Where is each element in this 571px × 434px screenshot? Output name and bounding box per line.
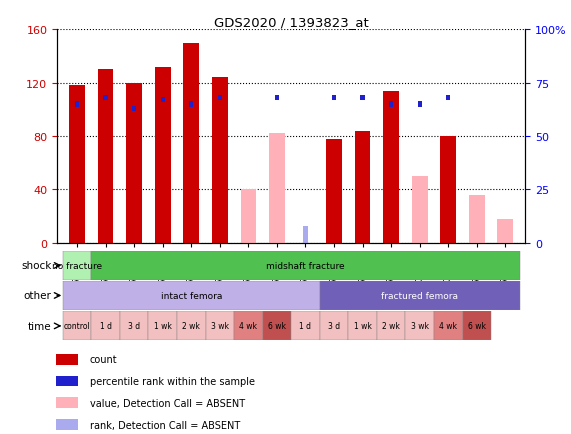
Bar xyxy=(275,96,279,101)
Bar xyxy=(303,226,308,243)
Text: no fracture: no fracture xyxy=(52,261,102,270)
Text: 1 d: 1 d xyxy=(99,322,112,331)
Bar xyxy=(98,70,114,243)
Bar xyxy=(463,312,491,341)
Text: 1 wk: 1 wk xyxy=(353,322,372,331)
Text: 2 wk: 2 wk xyxy=(382,322,400,331)
Bar xyxy=(377,312,405,341)
Bar xyxy=(389,102,393,108)
Text: 3 wk: 3 wk xyxy=(411,322,429,331)
Bar xyxy=(269,134,285,243)
Text: 4 wk: 4 wk xyxy=(239,322,258,331)
Bar xyxy=(234,312,263,341)
Text: 3 d: 3 d xyxy=(128,322,140,331)
Bar xyxy=(183,44,199,243)
Bar xyxy=(434,312,463,341)
Bar xyxy=(275,96,279,101)
Bar xyxy=(91,312,120,341)
Bar xyxy=(412,177,428,243)
Bar xyxy=(263,312,291,341)
Text: other: other xyxy=(23,291,51,301)
Bar xyxy=(206,312,234,341)
Text: percentile rank within the sample: percentile rank within the sample xyxy=(90,376,255,386)
Text: shock: shock xyxy=(21,261,51,271)
Bar xyxy=(69,86,85,243)
Text: time: time xyxy=(28,321,51,331)
Text: 3 wk: 3 wk xyxy=(211,322,229,331)
Bar xyxy=(160,98,165,103)
Bar xyxy=(360,96,365,101)
Bar xyxy=(497,219,513,243)
Bar xyxy=(55,354,78,365)
Bar xyxy=(332,96,336,101)
Bar xyxy=(446,96,451,101)
Bar xyxy=(63,281,320,310)
Text: 1 d: 1 d xyxy=(299,322,312,331)
Text: intact femora: intact femora xyxy=(160,291,222,300)
Bar xyxy=(55,376,78,387)
Text: 4 wk: 4 wk xyxy=(439,322,457,331)
Bar xyxy=(132,106,136,112)
Text: fractured femora: fractured femora xyxy=(381,291,458,300)
Bar xyxy=(63,252,91,280)
Bar xyxy=(126,83,142,243)
Bar xyxy=(75,102,79,108)
Bar xyxy=(417,102,422,108)
Bar xyxy=(326,139,342,243)
Text: control: control xyxy=(64,322,90,331)
Bar xyxy=(320,281,520,310)
Bar xyxy=(120,312,148,341)
Text: 6 wk: 6 wk xyxy=(268,322,286,331)
Bar xyxy=(320,312,348,341)
Bar xyxy=(417,102,422,108)
Bar xyxy=(55,398,78,408)
Title: GDS2020 / 1393823_at: GDS2020 / 1393823_at xyxy=(214,16,369,29)
Text: count: count xyxy=(90,354,118,364)
Bar xyxy=(218,96,222,101)
Text: 1 wk: 1 wk xyxy=(154,322,172,331)
Bar xyxy=(440,137,456,243)
Bar xyxy=(405,312,434,341)
Bar xyxy=(189,102,194,108)
Text: value, Detection Call = ABSENT: value, Detection Call = ABSENT xyxy=(90,398,245,408)
Bar xyxy=(155,68,171,243)
Bar xyxy=(240,190,256,243)
Bar xyxy=(383,92,399,243)
Bar xyxy=(63,312,91,341)
Bar xyxy=(355,132,371,243)
Bar xyxy=(55,419,78,431)
Text: 6 wk: 6 wk xyxy=(468,322,486,331)
Bar xyxy=(148,312,177,341)
Bar xyxy=(177,312,206,341)
Bar xyxy=(291,312,320,341)
Text: 2 wk: 2 wk xyxy=(182,322,200,331)
Bar xyxy=(103,96,108,101)
Bar xyxy=(469,195,485,243)
Text: 3 d: 3 d xyxy=(328,322,340,331)
Bar xyxy=(212,78,228,243)
Text: rank, Detection Call = ABSENT: rank, Detection Call = ABSENT xyxy=(90,420,240,430)
Bar xyxy=(348,312,377,341)
Text: midshaft fracture: midshaft fracture xyxy=(266,261,345,270)
